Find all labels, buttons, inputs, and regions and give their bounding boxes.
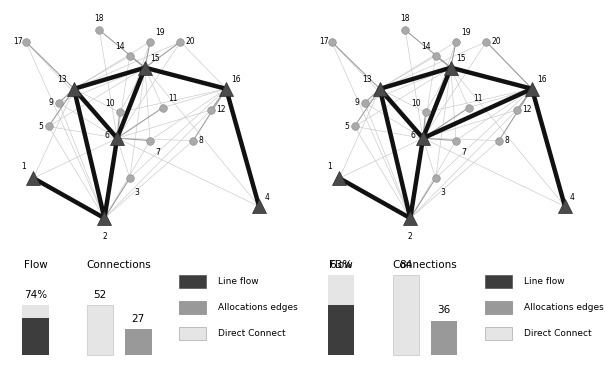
Text: 18: 18 [95, 14, 104, 23]
Text: 4: 4 [570, 193, 575, 202]
Bar [22, 318, 48, 354]
Text: 5: 5 [39, 122, 44, 131]
Text: 11: 11 [168, 94, 178, 103]
Text: 16: 16 [231, 75, 241, 84]
Text: 20: 20 [491, 37, 501, 46]
Text: 2: 2 [102, 232, 107, 241]
Text: 19: 19 [155, 28, 165, 37]
Text: 12: 12 [522, 105, 531, 115]
Text: 6: 6 [105, 131, 110, 141]
Text: 15: 15 [456, 54, 465, 63]
Text: 20: 20 [185, 37, 195, 46]
Text: Allocations edges: Allocations edges [218, 303, 298, 312]
Text: 11: 11 [474, 94, 483, 103]
Text: 74%: 74% [24, 290, 47, 300]
Text: 13: 13 [362, 75, 372, 84]
Text: 36: 36 [438, 305, 451, 315]
Text: 8: 8 [198, 136, 203, 145]
Text: 3: 3 [135, 188, 140, 197]
Text: Line flow: Line flow [524, 277, 564, 286]
Text: 12: 12 [216, 105, 225, 115]
Text: Line flow: Line flow [218, 277, 258, 286]
Text: 14: 14 [115, 42, 125, 51]
FancyBboxPatch shape [179, 301, 206, 314]
Text: 10: 10 [105, 99, 115, 108]
Text: 17: 17 [14, 37, 23, 46]
FancyBboxPatch shape [179, 275, 206, 288]
Bar [431, 320, 458, 354]
Text: 18: 18 [401, 14, 410, 23]
FancyBboxPatch shape [485, 327, 512, 339]
Text: 6: 6 [410, 131, 415, 141]
Text: 10: 10 [411, 99, 421, 108]
Text: 1: 1 [21, 162, 26, 171]
Text: 9: 9 [355, 99, 359, 107]
Text: 7: 7 [155, 147, 160, 157]
Text: Allocations edges: Allocations edges [524, 303, 604, 312]
Text: 4: 4 [264, 193, 269, 202]
Text: 14: 14 [421, 42, 431, 51]
Text: 52: 52 [93, 290, 107, 300]
Text: 84: 84 [399, 260, 413, 270]
Text: 3: 3 [441, 188, 445, 197]
Text: 15: 15 [150, 54, 160, 63]
Text: 5: 5 [345, 122, 350, 131]
Text: Connections: Connections [87, 260, 152, 270]
Bar [393, 275, 419, 354]
Bar [87, 306, 113, 354]
Text: 27: 27 [132, 314, 145, 324]
Text: Flow: Flow [329, 260, 353, 270]
Text: 7: 7 [461, 147, 466, 157]
FancyBboxPatch shape [485, 301, 512, 314]
FancyBboxPatch shape [485, 275, 512, 288]
Text: 1: 1 [327, 162, 331, 171]
Text: 63%: 63% [330, 260, 353, 270]
Text: 19: 19 [461, 28, 471, 37]
Bar [22, 306, 48, 318]
Text: Direct Connect: Direct Connect [218, 328, 285, 338]
Text: 16: 16 [537, 75, 547, 84]
Text: Connections: Connections [393, 260, 458, 270]
Text: 17: 17 [319, 37, 329, 46]
Bar [328, 275, 355, 304]
FancyBboxPatch shape [179, 327, 206, 339]
Bar [125, 329, 152, 354]
Text: 2: 2 [408, 232, 413, 241]
Text: 8: 8 [504, 136, 509, 145]
Text: Flow: Flow [24, 260, 47, 270]
Bar [328, 304, 355, 354]
Text: Direct Connect: Direct Connect [524, 328, 591, 338]
Text: 13: 13 [57, 75, 67, 84]
Text: 9: 9 [49, 99, 54, 107]
